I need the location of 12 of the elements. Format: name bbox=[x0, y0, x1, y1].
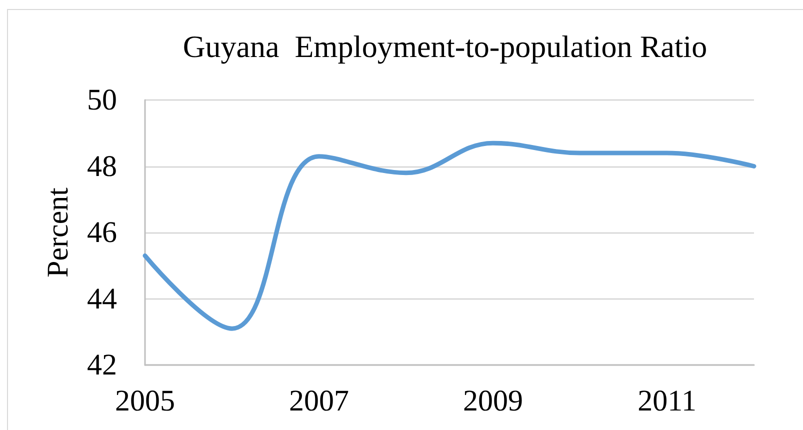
chart-title: Guyana Employment-to-population Ratio bbox=[182, 29, 708, 64]
y-tick-label: 46 bbox=[87, 216, 117, 249]
y-tick-label: 50 bbox=[87, 84, 117, 116]
x-tick-label: 2005 bbox=[115, 384, 175, 418]
line-series bbox=[142, 140, 756, 331]
y-tick-label: 42 bbox=[87, 348, 117, 382]
y-axis-title: Percent bbox=[42, 186, 74, 278]
y-tick-label: 44 bbox=[87, 282, 117, 316]
x-tick-label: 2011 bbox=[638, 384, 696, 418]
x-tick-label: 2009 bbox=[463, 384, 523, 418]
x-tick-label: 2007 bbox=[289, 384, 349, 418]
y-tick-label: 48 bbox=[87, 150, 117, 183]
